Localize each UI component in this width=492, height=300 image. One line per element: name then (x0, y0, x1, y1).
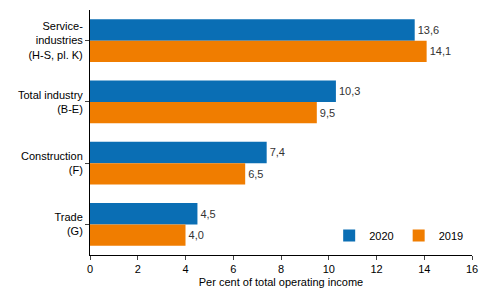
svg-text:7,4: 7,4 (270, 146, 285, 158)
svg-text:2019: 2019 (439, 230, 463, 242)
svg-text:4,0: 4,0 (189, 229, 204, 241)
svg-text:2: 2 (135, 263, 141, 275)
svg-text:6: 6 (230, 263, 236, 275)
svg-text:Total industry(B-E): Total industry(B-E) (18, 89, 83, 115)
svg-text:0: 0 (87, 263, 93, 275)
svg-text:8: 8 (278, 263, 284, 275)
svg-text:16: 16 (466, 263, 478, 275)
svg-text:Per cent of total operating in: Per cent of total operating income (199, 276, 363, 288)
svg-text:10: 10 (323, 263, 335, 275)
svg-text:9,5: 9,5 (320, 107, 335, 119)
svg-text:2020: 2020 (369, 230, 393, 242)
svg-text:Service-industries(H-S, pl. K): Service-industries(H-S, pl. K) (28, 20, 83, 61)
svg-text:4: 4 (182, 263, 188, 275)
svg-text:12: 12 (370, 263, 382, 275)
svg-text:Trade(G): Trade(G) (54, 211, 82, 237)
svg-text:13,6: 13,6 (418, 24, 439, 36)
svg-text:14: 14 (418, 263, 430, 275)
svg-text:6,5: 6,5 (248, 168, 263, 180)
svg-text:Construction(F): Construction(F) (21, 150, 83, 176)
svg-text:14,1: 14,1 (430, 45, 451, 57)
svg-text:10,3: 10,3 (339, 85, 360, 97)
svg-text:4,5: 4,5 (200, 208, 215, 220)
